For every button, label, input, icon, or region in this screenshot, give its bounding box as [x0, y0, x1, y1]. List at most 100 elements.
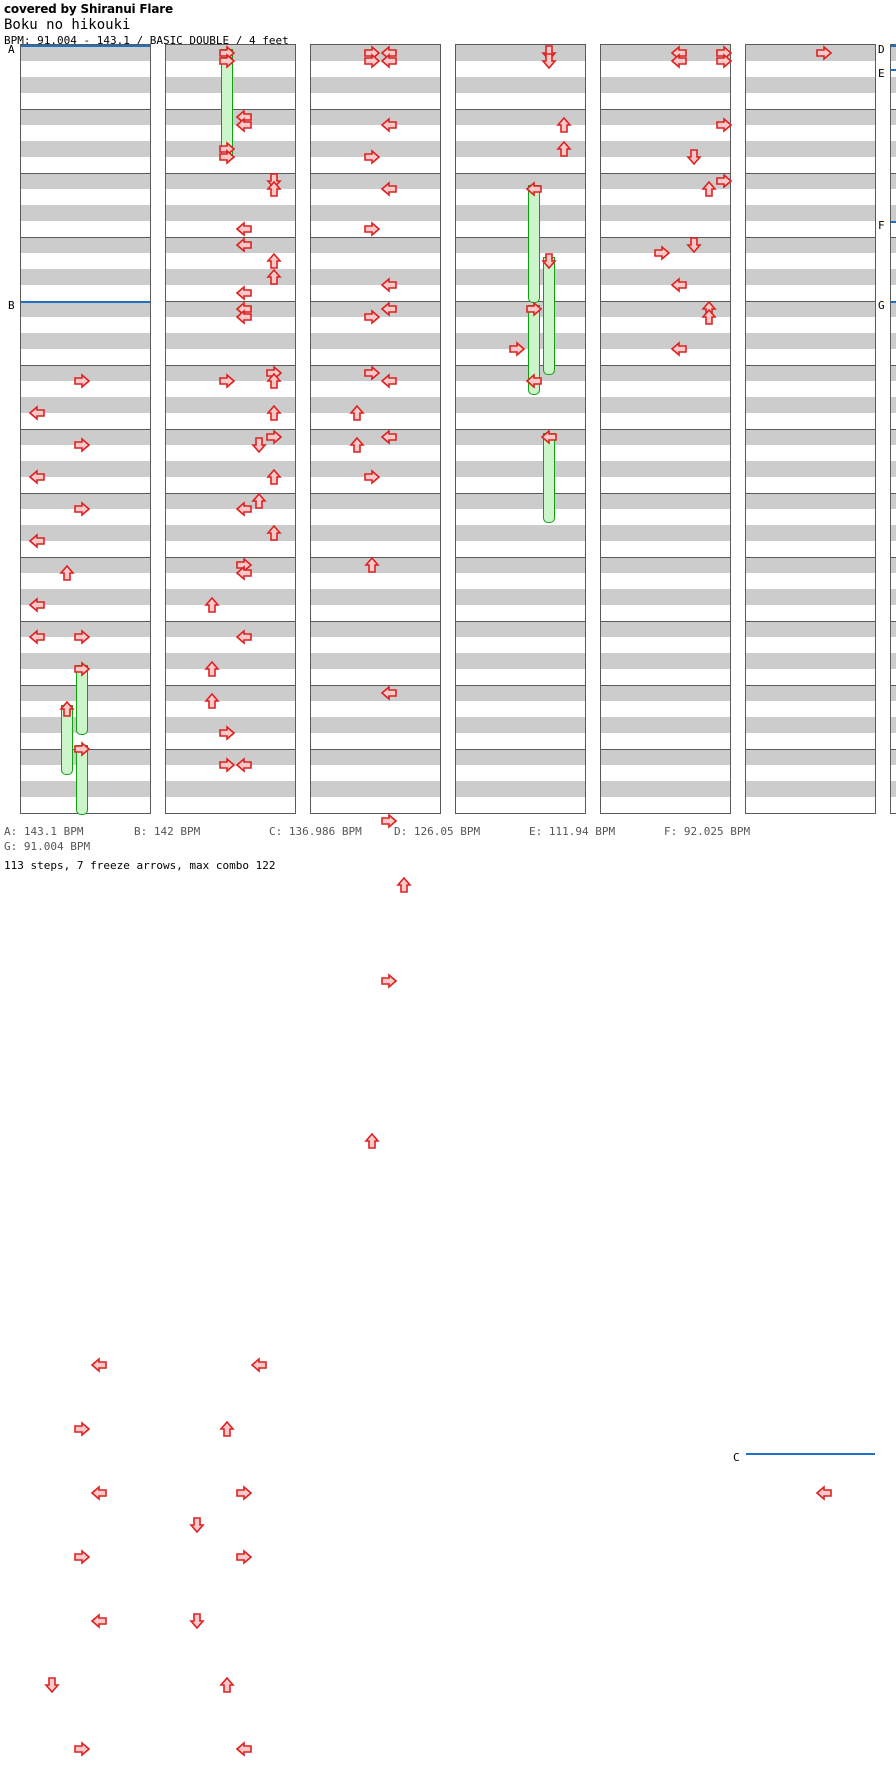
note-arrow[interactable]	[29, 629, 45, 645]
note-arrow[interactable]	[219, 757, 235, 773]
note-arrow[interactable]	[364, 1133, 380, 1149]
note-arrow[interactable]	[364, 469, 380, 485]
freeze-arrow-head[interactable]	[526, 301, 542, 317]
note-arrow[interactable]	[219, 1421, 235, 1437]
freeze-arrow-head[interactable]	[74, 741, 90, 757]
note-arrow[interactable]	[671, 277, 687, 293]
note-arrow[interactable]	[236, 309, 252, 325]
note-arrow[interactable]	[29, 597, 45, 613]
note-arrow[interactable]	[236, 285, 252, 301]
note-arrow[interactable]	[266, 181, 282, 197]
note-arrow[interactable]	[74, 1549, 90, 1565]
freeze-arrow-head[interactable]	[74, 661, 90, 677]
note-arrow[interactable]	[381, 429, 397, 445]
note-arrow[interactable]	[381, 301, 397, 317]
note-arrow[interactable]	[236, 501, 252, 517]
note-arrow[interactable]	[236, 629, 252, 645]
note-arrow[interactable]	[381, 277, 397, 293]
note-arrow[interactable]	[29, 533, 45, 549]
note-arrow[interactable]	[266, 253, 282, 269]
note-arrow[interactable]	[556, 117, 572, 133]
freeze-arrow-head[interactable]	[526, 181, 542, 197]
freeze-arrow-head[interactable]	[541, 429, 557, 445]
note-arrow[interactable]	[349, 437, 365, 453]
note-arrow[interactable]	[266, 429, 282, 445]
note-arrow[interactable]	[219, 141, 235, 157]
note-arrow[interactable]	[236, 117, 252, 133]
note-arrow[interactable]	[701, 181, 717, 197]
note-arrow[interactable]	[509, 341, 525, 357]
note-arrow[interactable]	[29, 405, 45, 421]
chart-panel[interactable]	[600, 44, 732, 814]
note-arrow[interactable]	[816, 1485, 832, 1501]
note-arrow[interactable]	[526, 373, 542, 389]
note-arrow[interactable]	[204, 693, 220, 709]
note-arrow[interactable]	[396, 877, 412, 893]
note-arrow[interactable]	[654, 245, 670, 261]
freeze-arrow-head[interactable]	[59, 701, 75, 717]
note-arrow[interactable]	[59, 565, 75, 581]
note-arrow[interactable]	[364, 309, 380, 325]
note-arrow[interactable]	[266, 525, 282, 541]
note-arrow[interactable]	[74, 501, 90, 517]
note-arrow[interactable]	[219, 1677, 235, 1693]
note-arrow[interactable]	[364, 149, 380, 165]
note-arrow[interactable]	[251, 1357, 267, 1373]
note-arrow[interactable]	[381, 373, 397, 389]
note-arrow[interactable]	[671, 341, 687, 357]
note-arrow[interactable]	[74, 629, 90, 645]
note-arrow[interactable]	[219, 725, 235, 741]
note-arrow[interactable]	[236, 237, 252, 253]
note-arrow[interactable]	[236, 1741, 252, 1757]
chart-panel[interactable]	[455, 44, 586, 814]
note-arrow[interactable]	[266, 269, 282, 285]
note-arrow[interactable]	[556, 141, 572, 157]
chart-panel[interactable]	[310, 44, 441, 1149]
chart-panel[interactable]	[165, 44, 296, 1757]
note-arrow[interactable]	[364, 557, 380, 573]
note-arrow[interactable]	[381, 181, 397, 197]
note-arrow[interactable]	[74, 1421, 90, 1437]
note-arrow[interactable]	[204, 661, 220, 677]
note-arrow[interactable]	[236, 221, 252, 237]
freeze-arrow-head[interactable]	[219, 45, 235, 61]
note-arrow[interactable]	[91, 1485, 107, 1501]
note-arrow[interactable]	[686, 149, 702, 165]
freeze-arrow-head[interactable]	[541, 253, 557, 269]
note-arrow[interactable]	[236, 557, 252, 573]
note-arrow[interactable]	[541, 53, 557, 69]
note-arrow[interactable]	[671, 53, 687, 69]
note-arrow[interactable]	[364, 365, 380, 381]
freeze-arrow-head[interactable]	[219, 53, 235, 69]
note-arrow[interactable]	[716, 45, 732, 61]
note-arrow[interactable]	[686, 237, 702, 253]
note-arrow[interactable]	[364, 221, 380, 237]
note-arrow[interactable]	[91, 1613, 107, 1629]
note-arrow[interactable]	[266, 469, 282, 485]
note-arrow[interactable]	[74, 373, 90, 389]
note-arrow[interactable]	[364, 45, 380, 61]
note-arrow[interactable]	[251, 493, 267, 509]
note-arrow[interactable]	[91, 1357, 107, 1373]
note-arrow[interactable]	[381, 53, 397, 69]
note-arrow[interactable]	[381, 117, 397, 133]
note-arrow[interactable]	[364, 53, 380, 69]
note-arrow[interactable]	[716, 53, 732, 69]
note-arrow[interactable]	[816, 45, 832, 61]
note-arrow[interactable]	[381, 813, 397, 829]
note-arrow[interactable]	[381, 973, 397, 989]
note-arrow[interactable]	[266, 405, 282, 421]
note-arrow[interactable]	[266, 373, 282, 389]
note-arrow[interactable]	[236, 565, 252, 581]
note-arrow[interactable]	[29, 469, 45, 485]
note-arrow[interactable]	[74, 437, 90, 453]
note-arrow[interactable]	[204, 597, 220, 613]
note-arrow[interactable]	[219, 373, 235, 389]
note-arrow[interactable]	[236, 757, 252, 773]
note-arrow[interactable]	[236, 1485, 252, 1501]
note-arrow[interactable]	[716, 117, 732, 133]
note-arrow[interactable]	[219, 149, 235, 165]
note-arrow[interactable]	[381, 685, 397, 701]
